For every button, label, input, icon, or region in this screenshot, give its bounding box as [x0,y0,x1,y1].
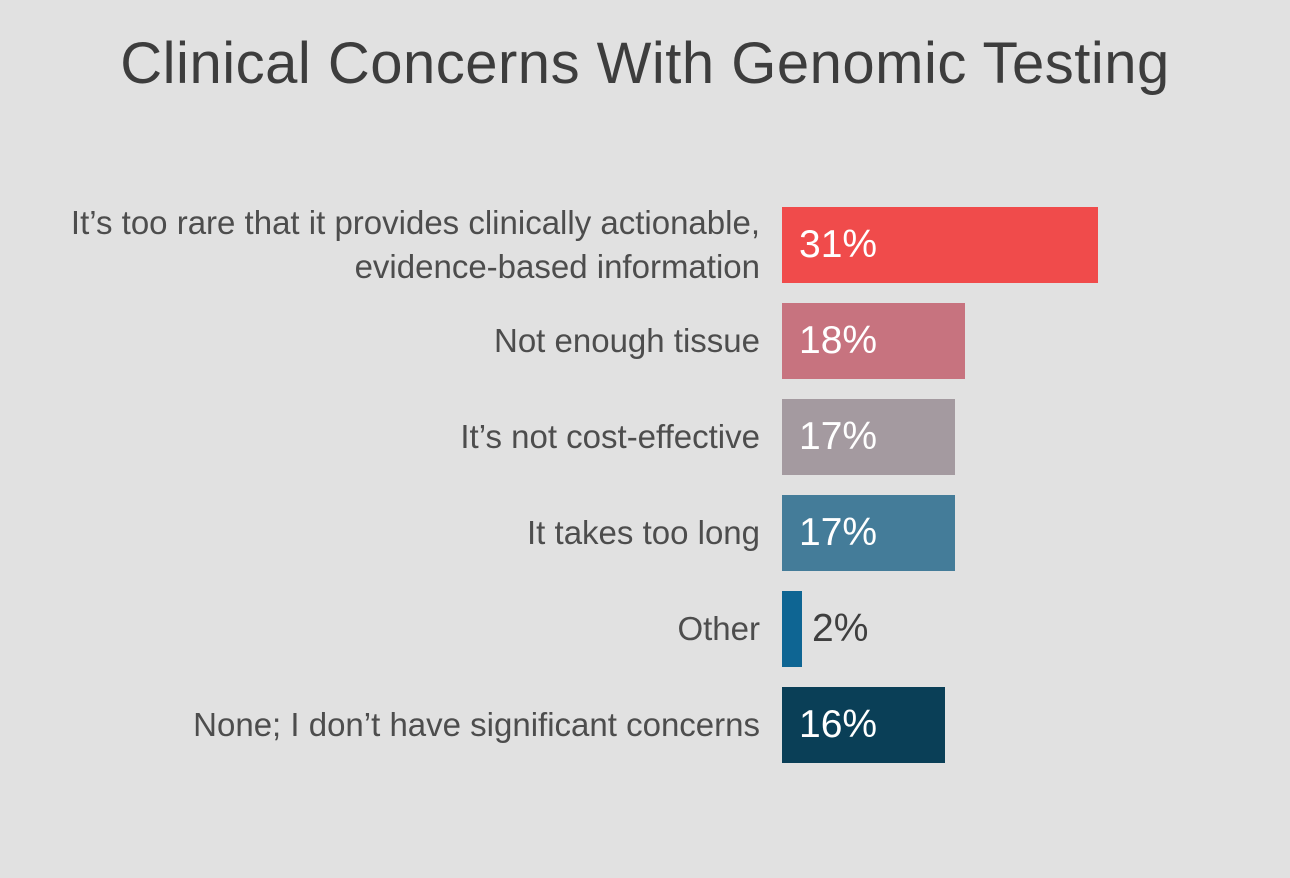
value-label: 2% [812,607,869,651]
bar-area: 31% [782,197,1290,293]
bar: 17% [782,398,955,475]
value-label: 17% [799,415,878,459]
bar: 18% [782,302,965,379]
bar-chart: It’s too rare that it provides clinicall… [0,197,1290,773]
bar-area: 17% [782,485,1290,581]
bar-row: It’s not cost-effective 17% [0,389,1290,485]
value-label: 18% [799,319,878,363]
category-label: None; I don’t have significant concerns [193,706,760,744]
category-label: Other [677,610,760,648]
bar-row: It takes too long 17% [0,485,1290,581]
bar: 17% [782,494,955,571]
bar-area: 2% [782,581,1290,677]
bar-area: 16% [782,677,1290,773]
category-label: It’s not cost-effective [460,418,760,456]
value-label: 31% [799,223,878,267]
bar-area: 17% [782,389,1290,485]
bar-row: Not enough tissue 18% [0,293,1290,389]
bar: 31% [782,206,1098,283]
bar: 16% [782,686,945,763]
category-label: It takes too long [527,514,760,552]
chart-title: Clinical Concerns With Genomic Testing [120,31,1170,96]
category-label: Not enough tissue [493,322,760,360]
value-label: 16% [799,703,878,747]
category-label: It’s too rare that it provides clinicall… [70,204,760,285]
bar-row: It’s too rare that it provides clinicall… [0,197,1290,293]
value-label: 17% [799,511,878,555]
bar-row: Other 2% [0,581,1290,677]
bar-row: None; I don’t have significant concerns … [0,677,1290,773]
bar-area: 18% [782,293,1290,389]
bar: 2% [782,590,868,667]
